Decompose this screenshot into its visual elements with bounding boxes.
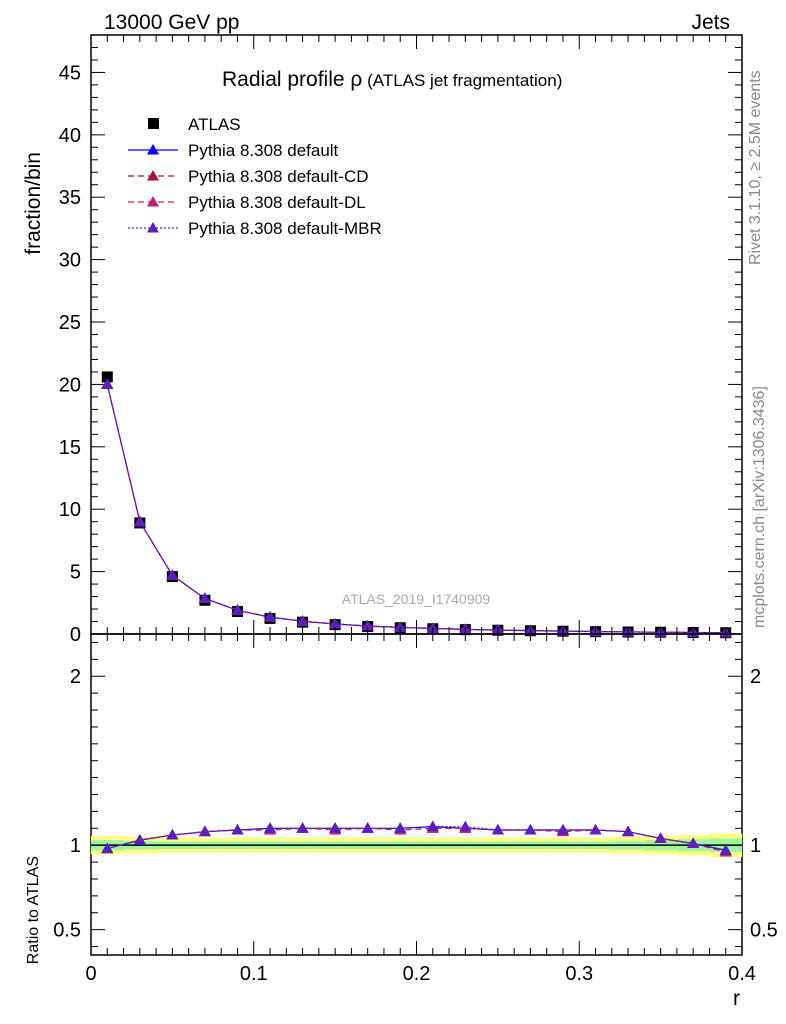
legend-square-marker xyxy=(148,118,159,129)
y-tick-label: 35 xyxy=(59,187,81,209)
x-tick-label: 0.3 xyxy=(565,963,593,985)
ratio-y-tick-label-right: 1 xyxy=(750,835,761,857)
legend-triangle-marker xyxy=(147,222,159,233)
mc-series-point xyxy=(329,618,342,629)
y-tick-label: 30 xyxy=(59,250,81,272)
rivet-label: Rivet 3.1.10, ≥ 2.5M events xyxy=(747,70,764,265)
legend-label: Pythia 8.308 default-DL xyxy=(188,193,366,212)
y-axis-label-main: fraction/bin xyxy=(22,152,45,255)
ratio-y-tick-label-right: 2 xyxy=(750,666,761,688)
mc-series-point xyxy=(296,615,309,626)
header-left: 13000 GeV pp xyxy=(104,11,239,34)
ratio-series-point xyxy=(622,825,635,837)
x-tick-label: 0.2 xyxy=(403,963,431,985)
y-tick-label: 15 xyxy=(59,437,81,459)
main-panel: 0 5 10 15 20 25 30 35 40 45 xyxy=(59,34,743,646)
ratio-series-point xyxy=(556,823,569,835)
legend: ATLAS Pythia 8.308 default Pythia 8.308 de… xyxy=(128,115,382,238)
mc-series-point xyxy=(394,621,407,632)
analysis-tag: ATLAS_2019_I1740909 xyxy=(342,591,491,607)
legend-item: Pythia 8.308 default-MBR xyxy=(128,219,382,238)
legend-triangle-marker xyxy=(147,196,159,207)
y-tick-label: 45 xyxy=(59,62,81,84)
ratio-y-tick-label-left: 2 xyxy=(70,666,81,688)
mc-series-point xyxy=(101,378,114,389)
legend-label: Pythia 8.308 default-CD xyxy=(188,167,369,186)
ratio-series-point xyxy=(361,822,374,833)
y-tick-label: 5 xyxy=(70,562,81,584)
x-tick-label: 0.4 xyxy=(728,963,756,985)
legend-label: Pythia 8.308 default xyxy=(188,141,339,160)
ratio-y-tick-label-left: 0.5 xyxy=(53,920,81,942)
legend-item: Pythia 8.308 default xyxy=(128,141,339,160)
legend-triangle-marker xyxy=(147,170,159,181)
y-tick-label: 0 xyxy=(70,624,81,646)
mc-series-point xyxy=(361,620,374,631)
mc-series-line xyxy=(106,384,726,634)
ratio-series-point xyxy=(589,823,602,835)
legend-label: Pythia 8.308 default-MBR xyxy=(188,219,382,238)
ratio-series-point xyxy=(491,823,504,835)
ratio-panel: 0 0.1 0.2 0.3 0.4 0.5 0.5 1 1 2 2 xyxy=(53,35,778,985)
ratio-series-point xyxy=(296,822,309,833)
x-axis-label: r xyxy=(733,987,740,1010)
y-axis-label-ratio: Ratio to ATLAS xyxy=(25,856,42,964)
y-tick-label: 40 xyxy=(59,125,81,147)
x-tick-label: 0 xyxy=(85,963,96,985)
plot-title-sub: (ATLAS jet fragmentation) xyxy=(362,71,562,90)
plot-title-symbol: ρ xyxy=(350,68,362,91)
legend-triangle-marker xyxy=(147,144,159,155)
ratio-series-point xyxy=(133,834,146,845)
ratio-series-point xyxy=(394,822,407,833)
ratio-series-point xyxy=(101,842,114,854)
ratio-series-point xyxy=(329,822,342,833)
ratio-series-point xyxy=(231,823,244,835)
ratio-y-tick-label-left: 1 xyxy=(70,835,81,857)
ratio-series-point xyxy=(459,820,472,832)
ratio-series-point xyxy=(166,829,179,840)
ratio-series-point xyxy=(198,825,211,837)
y-tick-label: 25 xyxy=(59,312,81,334)
ratio-series-point xyxy=(654,832,667,843)
ratio-frame xyxy=(90,633,743,956)
legend-item: Pythia 8.308 default-CD xyxy=(128,167,369,186)
ratio-series-point xyxy=(687,837,700,848)
ratio-series-point xyxy=(524,823,537,835)
ratio-series-line xyxy=(107,825,726,851)
legend-label: ATLAS xyxy=(188,115,241,134)
legend-item: ATLAS xyxy=(148,115,241,134)
mc-series-point xyxy=(264,611,277,622)
ratio-series-point xyxy=(719,844,732,855)
ratio-y-tick-label-right: 0.5 xyxy=(750,920,778,942)
x-tick-label: 0.1 xyxy=(240,963,268,985)
y-tick-label: 10 xyxy=(59,499,81,521)
mc-series-point xyxy=(133,515,146,527)
ratio-series-point xyxy=(426,820,439,832)
mc-series-point xyxy=(231,604,244,615)
atlas-data-point xyxy=(101,371,113,383)
plot-title: Radial profile ρ (ATLAS jet fragmentatio… xyxy=(222,68,562,91)
mc-series-point xyxy=(198,592,211,603)
y-tick-label: 20 xyxy=(59,374,81,396)
plot-title-main: Radial profile xyxy=(222,68,350,91)
header-right: Jets xyxy=(691,11,730,34)
ratio-series-point xyxy=(264,822,277,833)
mc-series-point xyxy=(166,569,179,580)
legend-item: Pythia 8.308 default-DL xyxy=(128,193,366,212)
mcplots-label: mcplots.cern.ch [arXiv:1306.3436] xyxy=(751,386,768,628)
